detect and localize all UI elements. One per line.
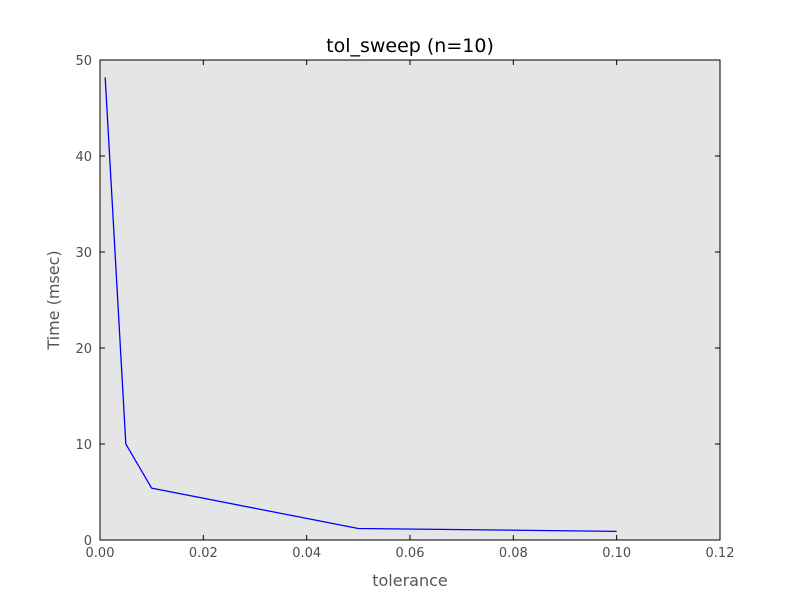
x-tick-label: 0.04 [292,546,321,561]
series-line [104,77,617,533]
x-axis-label: tolerance [372,571,448,590]
series-layer [104,77,617,533]
y-tick-label: 0 [84,534,92,549]
y-tick-label: 30 [75,246,92,261]
x-tick-label: 0.10 [602,546,631,561]
y-tick-label: 40 [75,150,92,165]
plot-area [100,60,720,540]
y-tick-label: 10 [75,438,92,453]
plot-frame [99,59,721,541]
chart-title: tol_sweep (n=10) [326,35,494,57]
x-tick-label: 0.12 [706,546,735,561]
x-tick-label: 0.06 [396,546,425,561]
y-tick-label: 50 [75,54,92,69]
y-tick-label: 20 [75,342,92,357]
y-axis-ticks: 0 10 20 30 40 50 [75,54,720,549]
x-tick-label: 0.02 [189,546,218,561]
x-tick-label: 0.00 [86,546,115,561]
y-axis-label: Time (msec) [44,250,63,350]
x-tick-label: 0.08 [499,546,528,561]
